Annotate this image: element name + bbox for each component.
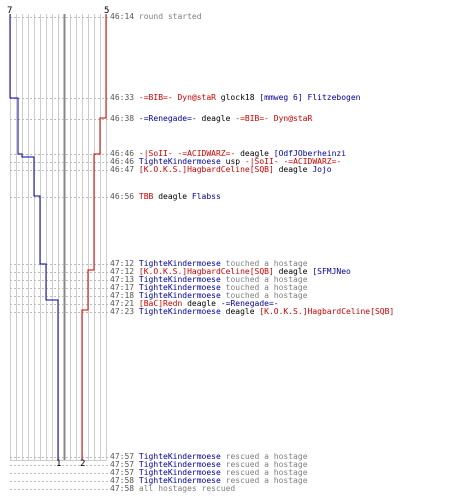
event-text: TighteKindermoese	[138, 157, 221, 166]
event-text: deagle	[196, 114, 236, 123]
event-text: [SFMJNeo	[312, 267, 351, 276]
event-text: rescued a hostage	[220, 468, 308, 477]
event-text: round started	[138, 12, 202, 21]
event-text: TighteKindermoese	[138, 275, 221, 284]
event-row: 46:46 TighteKindermoese usp -|SoII- -=AC…	[110, 157, 341, 167]
event-row: 46:46 -|SoII- -=ACIDWARZ=- deagle [OdfJO…	[110, 149, 346, 159]
event-text: [OdfJOberheinzi	[273, 149, 347, 158]
event-text: -=Renegade=-	[138, 114, 197, 123]
event-text: -|SoII- -=ACIDWARZ=-	[244, 157, 342, 166]
event-text: TighteKindermoese	[138, 259, 221, 268]
event-text: rescued a hostage	[220, 460, 308, 469]
event-row: 47:18 TighteKindermoese touched a hostag…	[110, 291, 308, 301]
event-text: touched a hostage	[220, 275, 308, 284]
event-time: 47:17	[110, 283, 135, 292]
event-text: deagle	[273, 267, 313, 276]
event-text: -=BIB=- Dyn@staR	[138, 93, 216, 102]
event-text: deagle	[153, 192, 192, 201]
event-text: -=BIB=- Dyn@staR	[235, 114, 313, 123]
event-time: 47:58	[110, 484, 135, 493]
event-text: [K.O.K.S.]HagbardCeline[SQB]	[259, 307, 395, 316]
event-text: TighteKindermoese	[138, 283, 221, 292]
event-row: 46:14 round started	[110, 12, 202, 22]
event-text: deagle	[220, 307, 260, 316]
event-time: 47:23	[110, 307, 135, 316]
event-row: 47:21 [BaC]Redn deagle -=Renegade=-	[110, 299, 279, 309]
event-row: 47:12 TighteKindermoese touched a hostag…	[110, 259, 308, 269]
event-row: 46:56 TBB deagle Flabss	[110, 192, 221, 202]
event-text: deagle	[273, 165, 313, 174]
event-row: 47:12 [K.O.K.S.]HagbardCeline[SQB] deagl…	[110, 267, 351, 277]
event-time: 46:33	[110, 93, 135, 102]
event-text: [K.O.K.S.]HagbardCeline[SQB]	[138, 267, 274, 276]
event-time: 47:57	[110, 460, 135, 469]
event-text: rescued a hostage	[220, 476, 308, 485]
event-text: deagle	[235, 149, 274, 158]
event-row: 47:57 TighteKindermoese rescued a hostag…	[110, 468, 308, 478]
t-start-count: 5	[104, 6, 110, 16]
event-text: TighteKindermoese	[138, 452, 221, 461]
event-time: 47:18	[110, 291, 135, 300]
event-time: 46:46	[110, 149, 135, 158]
event-text: -=Renegade=-	[220, 299, 279, 308]
event-text: TighteKindermoese	[138, 291, 221, 300]
event-row: 47:58 all hostages rescued	[110, 484, 235, 494]
event-row: 47:57 TighteKindermoese rescued a hostag…	[110, 460, 308, 470]
event-text: Flabss	[191, 192, 221, 201]
event-row: 47:17 TighteKindermoese touched a hostag…	[110, 283, 308, 293]
event-time: 46:14	[110, 12, 135, 21]
event-text: [mmweg 6] Flitzebogen	[259, 93, 361, 102]
ct-end-count: 1	[56, 459, 62, 469]
event-text: usp	[220, 157, 245, 166]
event-text: rescued a hostage	[220, 452, 308, 461]
event-text: touched a hostage	[220, 283, 308, 292]
event-time: 47:57	[110, 452, 135, 461]
event-text: all hostages rescued	[138, 484, 236, 493]
event-text: TighteKindermoese	[138, 460, 221, 469]
event-time: 47:13	[110, 275, 135, 284]
t-alive-line	[81, 14, 107, 460]
event-row: 46:33 -=BIB=- Dyn@staR glock18 [mmweg 6]…	[110, 93, 361, 103]
event-text: deagle	[182, 299, 221, 308]
event-guides	[10, 17, 108, 490]
event-text: TighteKindermoese	[138, 307, 221, 316]
t-end-count: 2	[80, 459, 86, 469]
event-time: 46:56	[110, 192, 135, 201]
event-time: 47:57	[110, 468, 135, 477]
event-row: 46:47 [K.O.K.S.]HagbardCeline[SQB] deagl…	[110, 165, 332, 175]
event-text: TBB	[138, 192, 154, 201]
event-text: [K.O.K.S.]HagbardCeline[SQB]	[138, 165, 274, 174]
event-text: touched a hostage	[220, 259, 308, 268]
event-time: 46:47	[110, 165, 135, 174]
event-text: [BaC]Redn	[138, 299, 183, 308]
event-text: glock18	[215, 93, 260, 102]
event-row: 47:23 TighteKindermoese deagle [K.O.K.S.…	[110, 307, 394, 317]
event-time: 47:58	[110, 476, 135, 485]
event-row: 47:58 TighteKindermoese rescued a hostag…	[110, 476, 308, 486]
event-text: -|SoII- -=ACIDWARZ=-	[138, 149, 236, 158]
event-text: TighteKindermoese	[138, 476, 221, 485]
event-row: 46:38 -=Renegade=- deagle -=BIB=- Dyn@st…	[110, 114, 312, 124]
event-text: TighteKindermoese	[138, 468, 221, 477]
ct-alive-line	[9, 14, 59, 460]
event-time: 47:21	[110, 299, 135, 308]
event-time: 46:46	[110, 157, 135, 166]
event-text: Jojo	[312, 165, 332, 174]
event-text: touched a hostage	[220, 291, 308, 300]
event-time: 47:12	[110, 267, 135, 276]
event-row: 47:57 TighteKindermoese rescued a hostag…	[110, 452, 308, 462]
event-time: 46:38	[110, 114, 135, 123]
ct-start-count: 7	[7, 6, 13, 16]
event-time: 47:12	[110, 259, 135, 268]
event-row: 47:13 TighteKindermoese touched a hostag…	[110, 275, 308, 285]
